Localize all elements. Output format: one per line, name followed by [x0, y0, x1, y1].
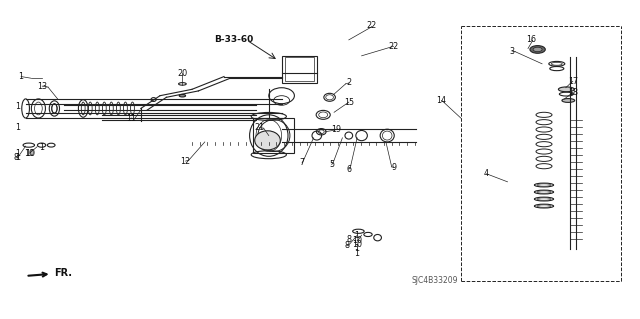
- Text: 1: 1: [15, 102, 20, 111]
- Ellipse shape: [179, 94, 186, 97]
- Text: 21: 21: [254, 123, 264, 132]
- Text: 2: 2: [346, 78, 351, 87]
- Ellipse shape: [562, 99, 575, 102]
- Bar: [253, 118, 294, 153]
- Text: 5: 5: [329, 160, 334, 169]
- Text: 1: 1: [39, 143, 44, 152]
- Circle shape: [533, 47, 542, 52]
- Bar: [285, 57, 314, 81]
- Text: 1: 1: [355, 231, 360, 240]
- Text: 10: 10: [352, 236, 362, 245]
- Text: 10: 10: [352, 240, 362, 249]
- Text: 8: 8: [344, 241, 349, 250]
- Text: 11: 11: [126, 114, 136, 122]
- Text: 22: 22: [388, 42, 399, 51]
- Text: 1: 1: [15, 123, 20, 132]
- Text: 18: 18: [568, 88, 578, 97]
- Circle shape: [530, 46, 545, 53]
- Text: 4: 4: [484, 169, 489, 178]
- Text: 10: 10: [25, 149, 35, 158]
- Text: 7: 7: [300, 158, 305, 167]
- Text: 8: 8: [346, 235, 351, 244]
- Text: 1: 1: [355, 249, 360, 258]
- Text: 3: 3: [509, 47, 515, 56]
- Text: 9: 9: [391, 163, 396, 172]
- Text: 15: 15: [344, 98, 354, 107]
- Text: 6: 6: [346, 165, 351, 174]
- Text: B-33-60: B-33-60: [214, 35, 253, 44]
- Text: 1: 1: [355, 244, 360, 253]
- Ellipse shape: [558, 87, 575, 92]
- Text: 19: 19: [331, 125, 341, 134]
- Text: 1: 1: [15, 153, 20, 162]
- Bar: [282, 56, 317, 83]
- Text: 20: 20: [177, 69, 188, 78]
- Text: 17: 17: [568, 77, 578, 86]
- Text: 14: 14: [436, 96, 447, 105]
- Text: 22: 22: [366, 21, 376, 30]
- Text: 10: 10: [24, 149, 34, 158]
- Ellipse shape: [255, 131, 280, 150]
- Text: 16: 16: [526, 35, 536, 44]
- Text: FR.: FR.: [28, 268, 72, 278]
- Text: SJC4B33209: SJC4B33209: [412, 276, 458, 285]
- Text: 1: 1: [15, 149, 20, 158]
- Text: 1: 1: [19, 72, 24, 81]
- Text: 12: 12: [180, 157, 191, 166]
- Text: 8: 8: [13, 153, 19, 162]
- Text: 13: 13: [37, 82, 47, 91]
